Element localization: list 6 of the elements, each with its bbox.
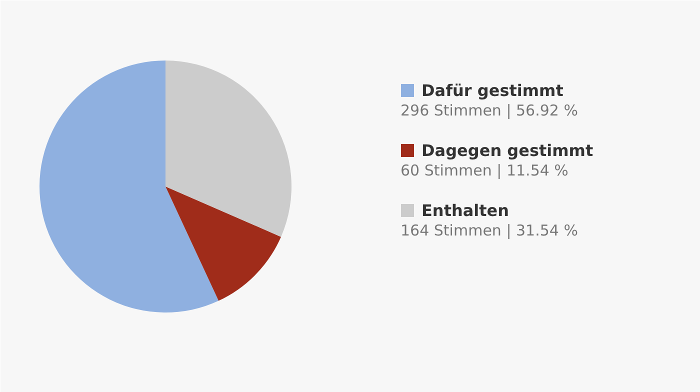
legend-label: Dagegen gestimmt — [422, 141, 594, 160]
legend-label: Enthalten — [422, 201, 510, 220]
data-label: 296 Stimmen | 56.92 % — [400, 102, 578, 120]
data-label: 164 Stimmen | 31.54 % — [400, 222, 578, 240]
legend-label: Dafür gestimmt — [422, 81, 564, 100]
data-label: 60 Stimmen | 11.54 % — [400, 162, 568, 180]
